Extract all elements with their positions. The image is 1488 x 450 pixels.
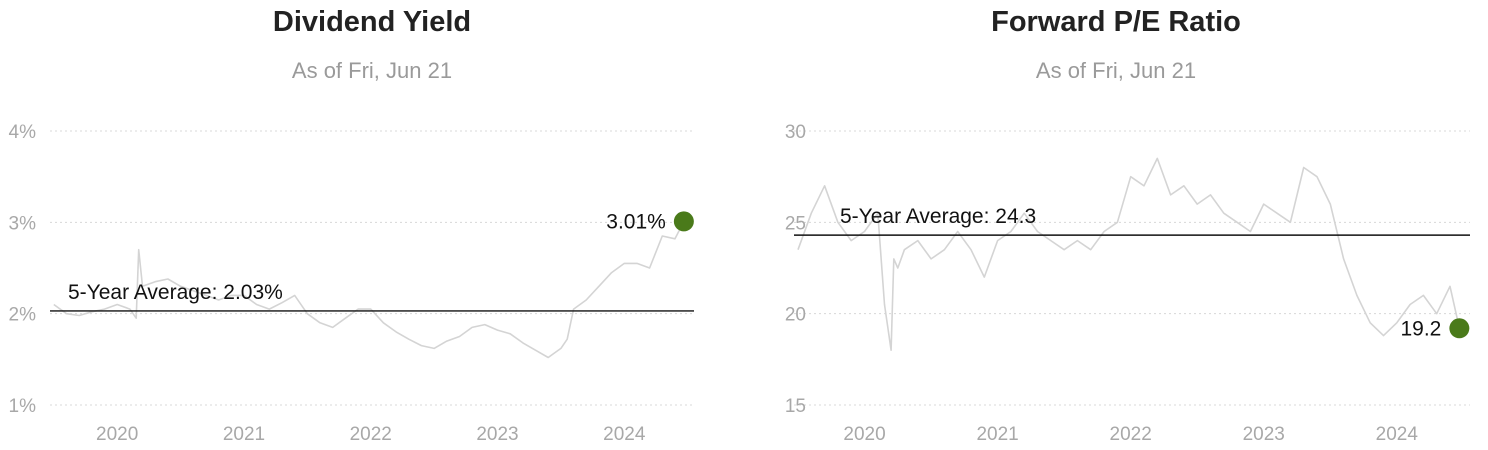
average-label: 5-Year Average: 2.03% <box>68 281 283 304</box>
chart-subtitle: As of Fri, Jun 21 <box>1035 58 1197 83</box>
y-tick-label: 30 <box>785 122 806 143</box>
y-tick-label: 4% <box>9 122 37 143</box>
x-tick-label: 2024 <box>603 424 646 445</box>
forward-pe-chart: 15 20 25 30 2020 2021 2022 2023 2024 5-Year Avera… <box>785 122 1470 445</box>
y-tick-label: 20 <box>785 305 806 326</box>
chart-title: Dividend Yield <box>272 6 472 38</box>
x-tick-label: 2020 <box>96 424 138 445</box>
chart-title: Forward P/E Ratio <box>991 6 1241 38</box>
dividend-yield-chart: 1% 2% 3% 4% 2020 2021 2022 2023 2024 5-Year Avera… <box>9 122 694 445</box>
average-label: 5-Year Average: 24.3 <box>840 205 1036 228</box>
x-tick-label: 2023 <box>1243 424 1285 445</box>
latest-point <box>1449 318 1470 339</box>
y-tick-label: 2% <box>9 305 37 326</box>
forward-pe-panel: Forward P/E Ratio As of Fri, Jun 21 15 20… <box>744 0 1488 450</box>
dividend-yield-panel: Dividend Yield As of Fri, Jun 21 1% 2% 3% 4… <box>9 6 694 445</box>
x-tick-label: 2021 <box>976 424 1018 445</box>
latest-value-label: 3.01% <box>606 210 666 233</box>
y-tick-label: 3% <box>9 213 37 234</box>
series-line <box>53 221 685 359</box>
x-tick-label: 2020 <box>843 424 885 445</box>
y-tick-label: 15 <box>785 396 806 417</box>
x-tick-label: 2022 <box>350 424 392 445</box>
x-tick-label: 2023 <box>476 424 518 445</box>
latest-point <box>673 211 694 232</box>
y-tick-label: 1% <box>9 396 37 417</box>
x-tick-label: 2021 <box>223 424 265 445</box>
x-tick-label: 2024 <box>1376 424 1419 445</box>
latest-value-label: 19.2 <box>1400 317 1441 340</box>
series-line <box>797 157 1461 352</box>
y-tick-label: 25 <box>785 213 806 234</box>
chart-subtitle: As of Fri, Jun 21 <box>291 58 453 83</box>
x-tick-label: 2022 <box>1110 424 1152 445</box>
